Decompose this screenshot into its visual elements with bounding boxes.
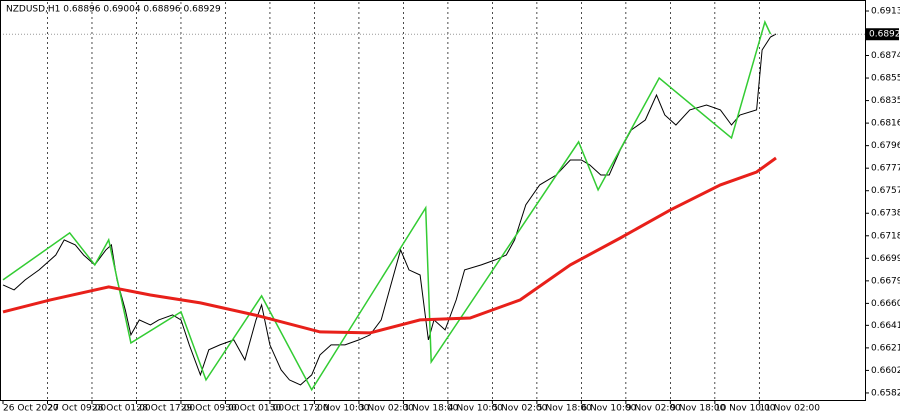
y-tick-label: 0.67965 — [871, 141, 900, 151]
y-tick-label: 0.66795 — [871, 276, 900, 286]
x-tick-label: 28 Oct 01:00 — [92, 404, 151, 414]
y-tick-label: 0.65825 — [871, 388, 900, 398]
current-price-label: 0.68929 — [869, 30, 900, 40]
x-tick-label: 28 Oct 17:00 — [136, 404, 195, 414]
x-tick-label: 5 Nov 18:00 — [537, 404, 592, 414]
price-line — [2, 33, 777, 386]
current-price-box — [866, 28, 899, 41]
x-tick-label: 3 Nov 18:00 — [403, 404, 458, 414]
x-tick-label: 3 Nov 02:00 — [359, 404, 414, 414]
y-tick-label: 0.68355 — [871, 96, 900, 106]
y-tick-label: 0.66215 — [871, 343, 900, 353]
x-tick-label: 10 Nov 10:00 — [715, 404, 776, 414]
price-line — [2, 156, 777, 335]
x-tick-label: 26 Oct 2020 — [3, 404, 59, 414]
x-tick-label: 9 Nov 18:00 — [670, 404, 725, 414]
y-tick-label: 0.67575 — [871, 186, 900, 196]
x-tick-label: 4 Nov 10:00 — [448, 404, 503, 414]
y-tick-label: 0.68745 — [871, 51, 900, 61]
x-tick-label: 5 Nov 02:00 — [492, 404, 547, 414]
x-tick-label: 30 Oct 17:00 — [270, 404, 329, 414]
chart-title: NZDUSD,H1 0.68896 0.69004 0.68896 0.6892… — [6, 5, 221, 15]
x-tick-label: 9 Nov 02:00 — [626, 404, 681, 414]
x-tick-label: 2 Nov 10:00 — [314, 404, 369, 414]
x-tick-label: 30 Oct 01:00 — [225, 404, 284, 414]
x-tick-label: 6 Nov 10:00 — [581, 404, 636, 414]
x-tick-label: 29 Oct 09:00 — [181, 404, 240, 414]
x-tick-label: 11 Nov 02:00 — [759, 404, 820, 414]
x-tick-label: 27 Oct 09:00 — [47, 404, 106, 414]
price-line — [2, 19, 772, 392]
y-tick-label: 0.67185 — [871, 231, 900, 241]
